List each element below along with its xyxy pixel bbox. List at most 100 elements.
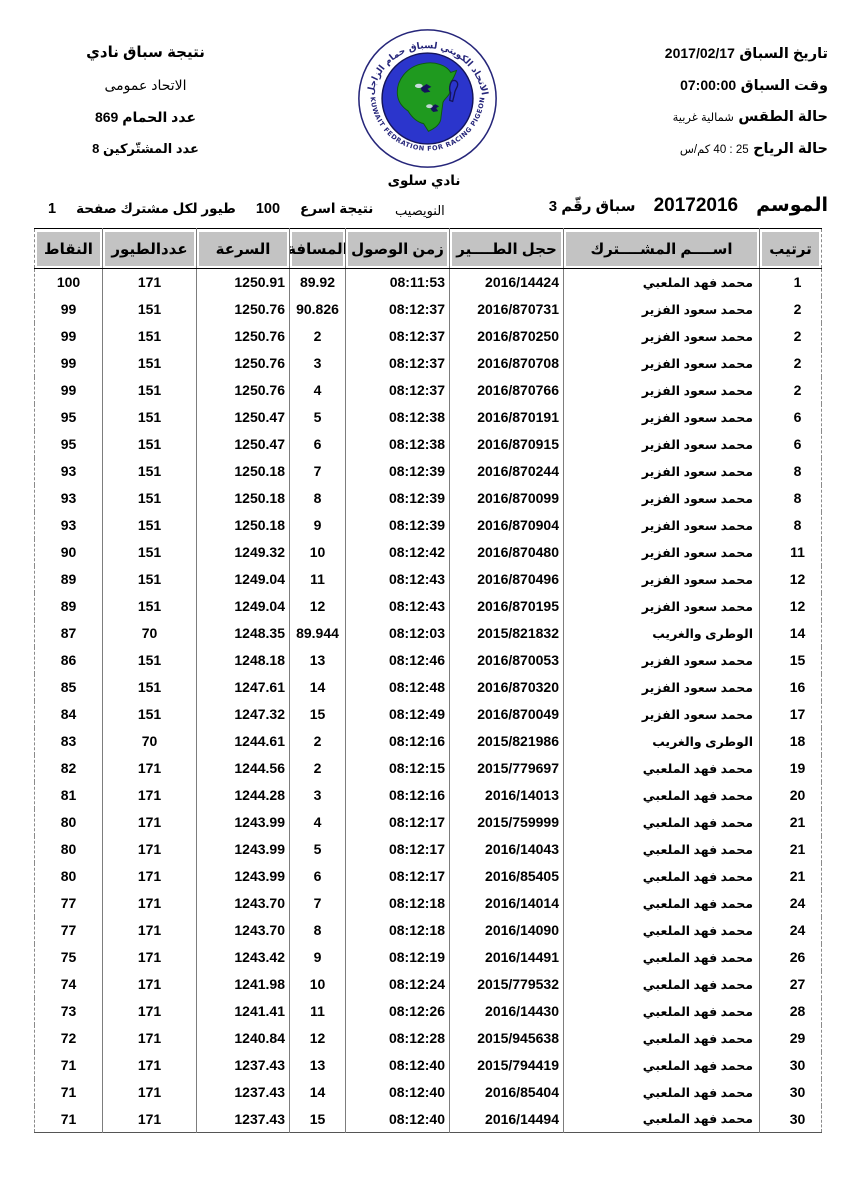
participant-name-cell: محمد سعود الفزير — [563, 511, 760, 539]
race-date-row: تاريخ السباق 2017/02/17 — [665, 42, 828, 74]
ring-number-cell: 2015/794419 — [449, 1051, 564, 1079]
distance-cell: 2 — [289, 322, 346, 350]
distance-cell: 5 — [289, 403, 346, 431]
ring-number-cell: 2016/14424 — [449, 268, 564, 296]
arrival-time-cell: 08:12:39 — [345, 457, 450, 485]
ring-number-cell: 2016/14430 — [449, 997, 564, 1025]
points-cell: 99 — [60, 301, 77, 317]
rank-cell: 21 — [759, 808, 822, 836]
arrival-time-cell: 08:12:39 — [345, 511, 450, 539]
participant-name-cell: محمد فهد الملعبي — [563, 268, 760, 296]
ring-number-cell: 2016/14494 — [449, 1105, 564, 1133]
points-cell: 74 — [60, 976, 77, 992]
ring-number-cell: 2016/870250 — [449, 322, 564, 350]
points-cell: 93 — [60, 517, 77, 533]
ring-number-cell: 2016/14491 — [449, 943, 564, 971]
arrival-time-cell: 08:12:38 — [345, 403, 450, 431]
participant-name-cell: محمد سعود الفزير — [563, 484, 760, 512]
distance-cell: 14 — [289, 1078, 346, 1106]
ring-number-cell: 2016/14043 — [449, 835, 564, 863]
rank-cell: 14 — [759, 619, 822, 647]
arrival-time-cell: 08:12:43 — [345, 592, 450, 620]
speed-cell: 1247.61 — [196, 673, 290, 701]
bird-count-cell: 70 — [102, 619, 197, 647]
points-cell: 99 — [60, 328, 77, 344]
rank-cell: 8 — [759, 511, 822, 539]
participant-count-value: 8 — [92, 141, 100, 156]
participant-name-cell: محمد سعود الفزير — [563, 457, 760, 485]
page-number: 1 — [48, 201, 57, 217]
ring-number-cell: 2016/870915 — [449, 430, 564, 458]
points-cell: 80 — [60, 841, 77, 857]
table-row: 20 محمد فهد الملعبي 2016/14013 08:12:16 3 124… — [35, 781, 822, 809]
arrival-time-cell: 08:12:40 — [345, 1051, 450, 1079]
table-row: 2 محمد سعود الفزير 2016/870250 08:12:37 2 125… — [35, 322, 822, 350]
table-row: 26 محمد فهد الملعبي 2016/14491 08:12:19 9 124… — [35, 943, 822, 971]
rank-cell: 11 — [759, 538, 822, 566]
ring-number-cell: 2016/870766 — [449, 376, 564, 404]
bird-count-cell: 171 — [102, 970, 197, 998]
arrival-time-cell: 08:12:24 — [345, 970, 450, 998]
ring-number-cell: 2015/821986 — [449, 727, 564, 755]
table-row: 24 محمد فهد الملعبي 2016/14090 08:12:18 8 124… — [35, 916, 822, 944]
distance-cell: 7 — [289, 889, 346, 917]
race-summary-block: نتيجة سباق نادي الاتحاد عمومى عدد الحمام… — [28, 42, 263, 170]
bird-count-cell: 151 — [102, 700, 197, 728]
rank-cell: 12 — [759, 565, 822, 593]
header-participant-name: اســــم المشــــترك — [563, 228, 760, 269]
kuwait-map-shape — [396, 62, 458, 132]
ring-number-cell: 2016/870904 — [449, 511, 564, 539]
table-row: 19 محمد فهد الملعبي 2015/779697 08:12:15 2 12… — [35, 754, 822, 782]
speed-cell: 1249.04 — [196, 592, 290, 620]
bird-count-cell: 171 — [102, 916, 197, 944]
table-row: 8 محمد سعود الفزير 2016/870244 08:12:39 7 125… — [35, 457, 822, 485]
table-header-row: ترتيب اســــم المشــــترك حجل الطــــير … — [34, 228, 822, 269]
arrival-time-cell: 08:12:49 — [345, 700, 450, 728]
bird-count-cell: 151 — [102, 592, 197, 620]
distance-cell: 10 — [289, 538, 346, 566]
bird-count-cell: 151 — [102, 565, 197, 593]
points-cell: 81 — [60, 787, 77, 803]
points-cell: 95 — [60, 409, 77, 425]
bird-count-cell: 171 — [102, 781, 197, 809]
speed-cell: 1243.70 — [196, 889, 290, 917]
participant-name-cell: محمد سعود الفزير — [563, 565, 760, 593]
fastest-suffix: طيور لكل مشترك صفحة — [76, 201, 236, 216]
bird-count-cell: 171 — [102, 808, 197, 836]
bird-count-cell: 151 — [102, 349, 197, 377]
distance-cell: 4 — [289, 808, 346, 836]
participant-count-label: عدد المشتّركين — [102, 141, 199, 156]
distance-cell: 5 — [289, 835, 346, 863]
release-location: النويصيب — [395, 203, 445, 218]
points-cell: 93 — [60, 463, 77, 479]
speed-cell: 1237.43 — [196, 1078, 290, 1106]
rank-cell: 24 — [759, 916, 822, 944]
points-cell: 87 — [60, 625, 77, 641]
participant-name-cell: الوطرى والغريب — [563, 727, 760, 755]
arrival-time-cell: 08:12:40 — [345, 1078, 450, 1106]
speed-cell: 1243.42 — [196, 943, 290, 971]
distance-cell: 8 — [289, 484, 346, 512]
table-row: 11 محمد سعود الفزير 2016/870480 08:12:42 10 1… — [35, 538, 822, 566]
race-time-row: وقت السباق 07:00:00 — [665, 74, 828, 106]
table-row: 30 محمد فهد الملعبي 2016/14494 08:12:40 15 12… — [35, 1105, 822, 1133]
distance-cell: 12 — [289, 592, 346, 620]
table-row: 16 محمد سعود الفزير 2016/870320 08:12:48 14 1… — [35, 673, 822, 701]
arrival-time-cell: 08:12:37 — [345, 322, 450, 350]
arrival-time-cell: 08:12:26 — [345, 997, 450, 1025]
arrival-time-cell: 08:12:43 — [345, 565, 450, 593]
participant-name-cell: محمد سعود الفزير — [563, 430, 760, 458]
rank-cell: 26 — [759, 943, 822, 971]
header-rank: ترتيب — [759, 228, 822, 269]
fastest-label: نتيجة اسرع — [300, 201, 374, 216]
bird-count-cell: 151 — [102, 484, 197, 512]
table-row: 30 محمد فهد الملعبي 2015/794419 08:12:40 13 1… — [35, 1051, 822, 1079]
speed-cell: 1250.76 — [196, 322, 290, 350]
distance-cell: 15 — [289, 700, 346, 728]
points-cell: 73 — [60, 1003, 77, 1019]
participant-name-cell: محمد فهد الملعبي — [563, 1105, 760, 1133]
points-cell: 75 — [60, 949, 77, 965]
points-cell: 89 — [60, 571, 77, 587]
rank-cell: 21 — [759, 862, 822, 890]
table-row: 14 الوطرى والغريب 2015/821832 08:12:03 89.94… — [35, 619, 822, 647]
